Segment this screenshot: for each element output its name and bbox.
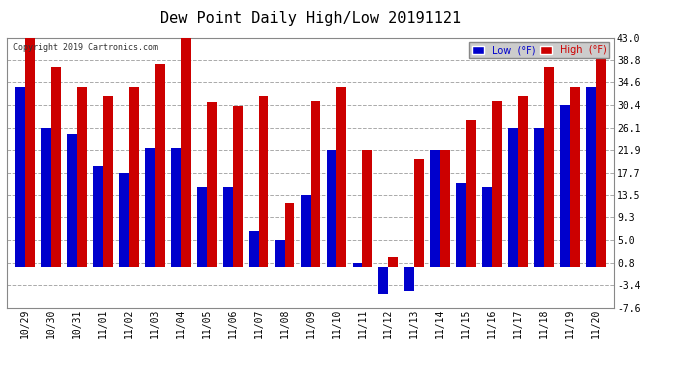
Bar — [482, 188, 492, 267]
Bar — [431, 150, 440, 267]
Text: Dew Point Daily High/Low 20191121: Dew Point Daily High/Low 20191121 — [160, 11, 461, 26]
Bar — [337, 87, 346, 267]
Bar — [155, 64, 165, 267]
Bar — [248, 231, 259, 267]
Bar — [301, 195, 310, 267]
Bar — [456, 183, 466, 267]
Bar — [67, 134, 77, 267]
Bar — [181, 32, 190, 267]
Bar — [25, 38, 35, 267]
Bar — [284, 203, 295, 267]
Bar — [379, 267, 388, 294]
Bar — [119, 172, 129, 267]
Text: Copyright 2019 Cartronics.com: Copyright 2019 Cartronics.com — [13, 43, 158, 52]
Bar — [103, 96, 112, 267]
Bar — [41, 128, 51, 267]
Bar — [223, 188, 233, 267]
Bar — [534, 128, 544, 267]
Bar — [326, 150, 337, 267]
Bar — [145, 148, 155, 267]
Bar — [586, 87, 596, 267]
Bar — [310, 101, 320, 267]
Bar — [440, 150, 450, 267]
Bar — [466, 120, 476, 267]
Bar — [544, 68, 554, 267]
Bar — [15, 87, 25, 267]
Bar — [51, 68, 61, 267]
Bar — [207, 102, 217, 267]
Bar — [197, 188, 207, 267]
Bar — [596, 48, 606, 267]
Bar — [93, 166, 103, 267]
Bar — [404, 267, 414, 291]
Bar — [362, 150, 373, 267]
Legend: Low  (°F), High  (°F): Low (°F), High (°F) — [469, 42, 609, 58]
Bar — [129, 87, 139, 267]
Bar — [77, 87, 87, 267]
Bar — [259, 96, 268, 267]
Bar — [414, 159, 424, 267]
Bar — [560, 105, 570, 267]
Bar — [492, 101, 502, 267]
Bar — [509, 128, 518, 267]
Bar — [171, 148, 181, 267]
Bar — [275, 240, 284, 267]
Bar — [353, 262, 362, 267]
Bar — [388, 257, 398, 267]
Bar — [518, 96, 528, 267]
Bar — [570, 87, 580, 267]
Bar — [233, 106, 242, 267]
